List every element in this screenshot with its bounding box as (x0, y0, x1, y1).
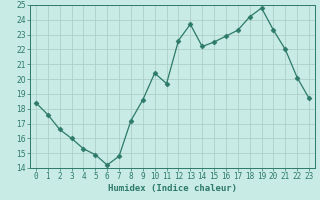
X-axis label: Humidex (Indice chaleur): Humidex (Indice chaleur) (108, 184, 237, 193)
